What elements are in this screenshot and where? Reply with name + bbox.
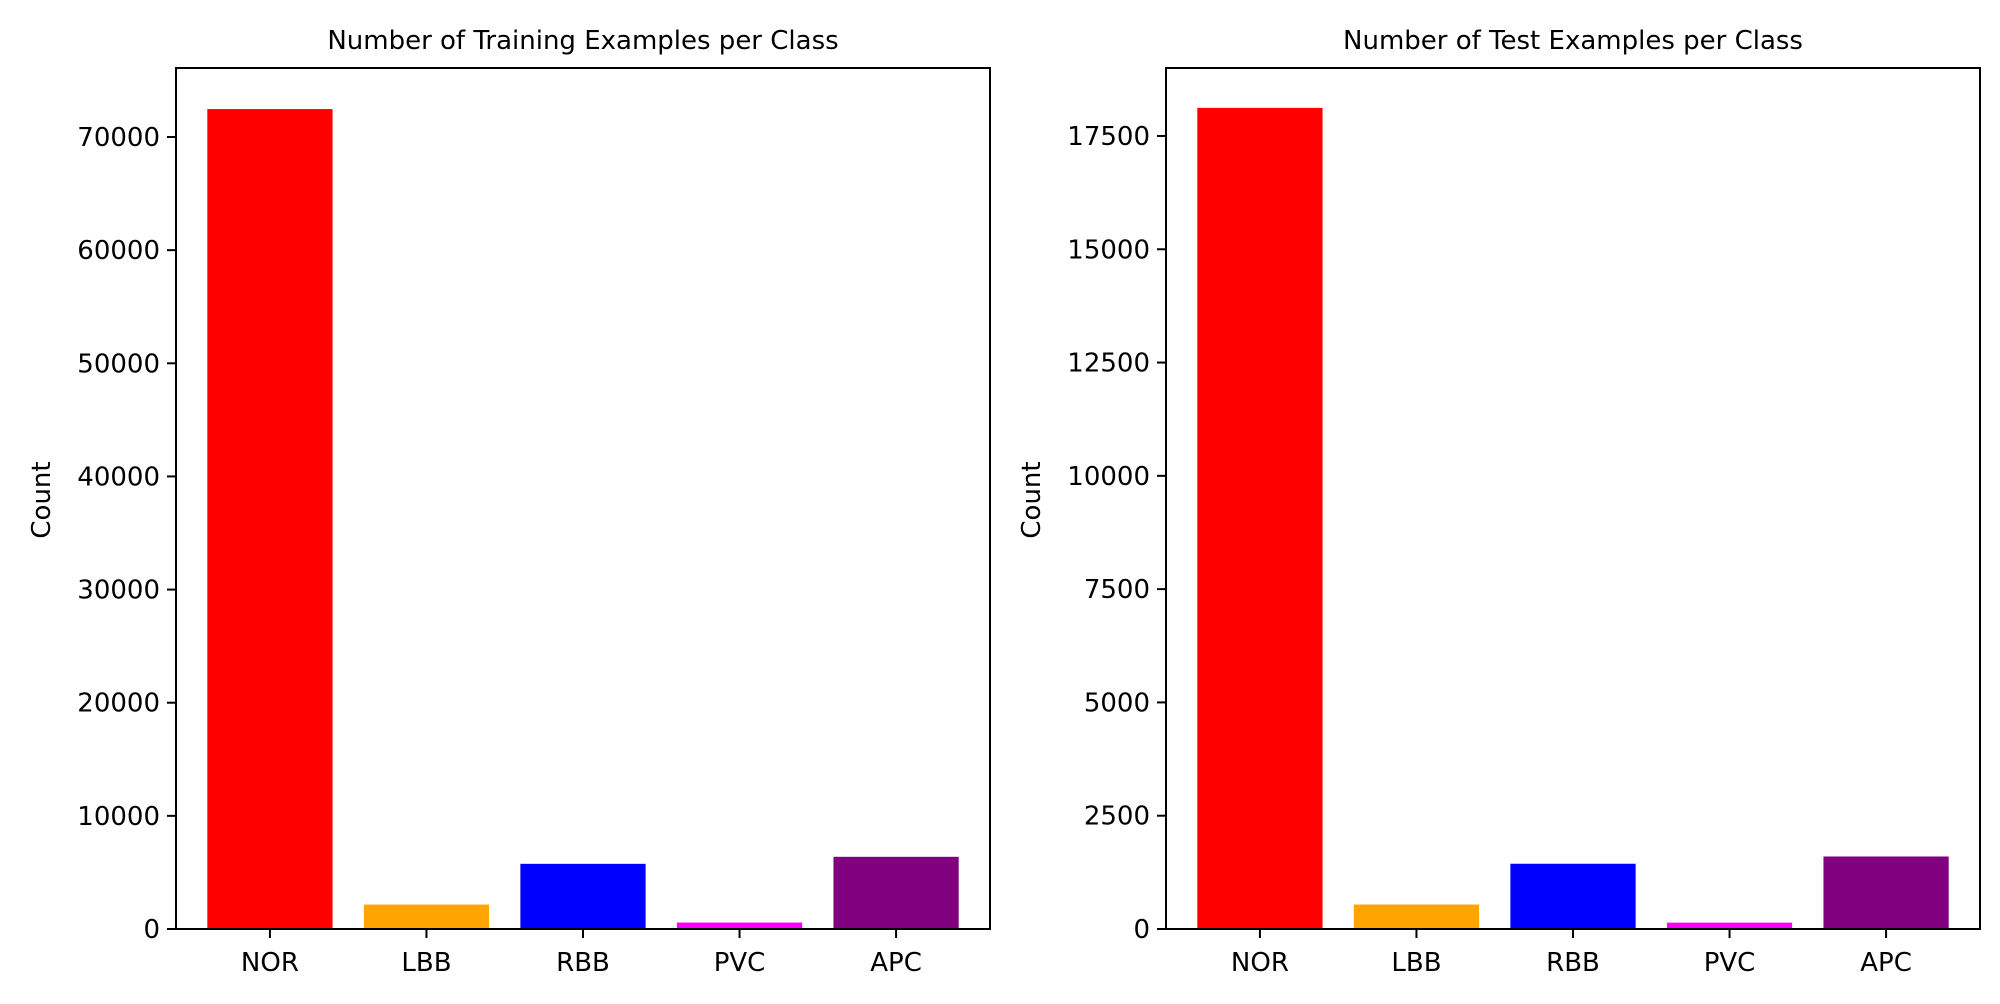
bar-nor [1197,107,1323,930]
y-tick-label: 2500 [1084,802,1150,832]
chart-training-examples: Number of Training Examples per Class Co… [27,26,991,978]
y-tick-label: 20000 [77,689,160,719]
plot-frame [1165,67,1981,930]
x-tick-label: LBB [401,948,451,978]
bar-apc [833,856,959,929]
y-tick-label: 70000 [77,123,160,153]
y-tick-label: 40000 [77,462,160,492]
y-tick-label: 0 [1133,915,1150,945]
y-tick-label: 7500 [1084,575,1150,605]
x-tick-label: RBB [1546,948,1600,978]
bar-rbb [1510,863,1636,929]
y-tick-label: 0 [143,915,160,945]
chart-title: Number of Test Examples per Class [1343,26,1803,56]
x-tick-label: APC [1860,948,1912,978]
y-axis-label: Count [27,461,57,538]
y-tick-label: 10000 [1067,462,1150,492]
bar-apc [1823,856,1949,929]
x-tick-label: RBB [556,948,610,978]
x-tick-label: NOR [241,948,299,978]
plot-frame [175,67,991,930]
y-tick-label: 15000 [1067,235,1150,265]
x-tick-label: PVC [714,948,766,978]
bar-marks [1197,107,1949,930]
bar-pvc [1666,922,1793,929]
y-tick-label: 17500 [1067,122,1150,152]
chart-test-examples: Number of Test Examples per Class Count … [1017,26,1981,978]
y-ticks: 0 10000 20000 30000 40000 50000 60000 70000 [77,123,176,945]
y-tick-label: 60000 [77,236,160,266]
bar-rbb [520,863,646,929]
bar-nor [207,109,333,929]
bar-lbb [1353,904,1480,929]
x-tick-label: NOR [1231,948,1289,978]
y-ticks: 0 2500 5000 7500 10000 12500 15000 17500 [1067,122,1166,945]
chart-title: Number of Training Examples per Class [327,26,838,56]
x-ticks: NOR LBB RBB PVC APC [241,929,922,978]
y-tick-label: 30000 [77,576,160,606]
y-tick-label: 50000 [77,349,160,379]
x-tick-label: LBB [1391,948,1441,978]
bar-marks [207,109,959,929]
x-tick-label: PVC [1704,948,1756,978]
y-axis-label: Count [1017,461,1047,538]
y-tick-label: 12500 [1067,349,1150,379]
y-tick-label: 10000 [77,802,160,832]
bar-pvc [676,922,803,929]
x-ticks: NOR LBB RBB PVC APC [1231,929,1912,978]
bar-lbb [363,904,490,929]
y-tick-label: 5000 [1084,688,1150,718]
x-tick-label: APC [870,948,922,978]
